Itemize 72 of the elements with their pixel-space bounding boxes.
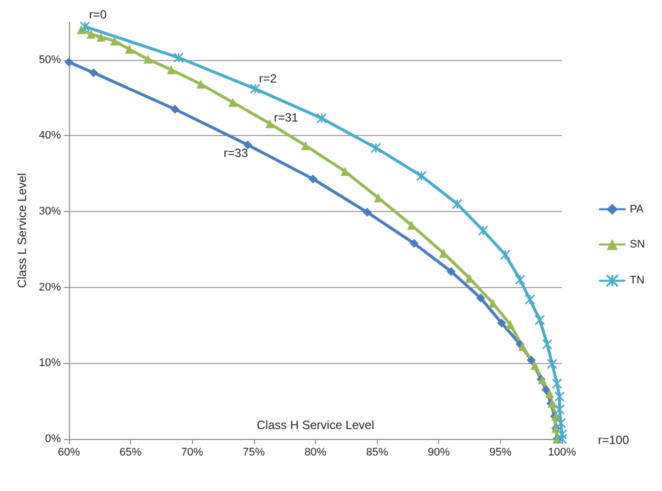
point [265,119,274,128]
annotation: r=31 [274,110,299,125]
point [541,385,550,394]
point [416,170,427,182]
point [488,298,498,308]
y-axis-title: Class L Service Level [15,173,29,288]
point [301,141,310,150]
legend-label: PA [630,203,644,216]
point [124,44,134,54]
x-tick-label: 60% [58,446,80,458]
point [476,293,486,302]
annotation: r=33 [224,146,248,160]
point [452,198,462,210]
point [316,113,327,124]
point [196,80,206,89]
x-tick-label: 75% [242,446,266,458]
x-axis-title: Class H Service Level [256,418,374,432]
point [556,418,566,428]
x-tick-label: 70% [181,446,204,458]
point [556,429,568,440]
annotation: r=0 [88,8,107,22]
point [500,250,511,260]
point [89,68,98,78]
point [228,98,238,107]
x-tick-label: 80% [304,446,327,458]
point [478,225,488,236]
point [514,274,526,286]
legend-label: SN [630,238,646,250]
legend-label: TN [630,274,644,287]
text: r=100 [598,433,630,447]
point [410,238,419,248]
point [96,32,106,42]
point [64,58,74,67]
y-tick-label: 40% [38,130,62,142]
point [518,342,528,351]
point [554,404,565,415]
point [556,434,568,444]
point [530,360,540,370]
y-tick-label: 0% [45,433,62,445]
point [166,65,176,74]
point [143,54,152,64]
x-tick-label: 95% [489,446,512,458]
point [542,338,552,350]
point [173,52,184,63]
point [506,320,515,330]
y-tick-label: 50% [38,54,62,66]
y-tick-label: 30% [38,206,62,218]
point [80,21,90,32]
point [243,140,252,150]
point [526,356,536,365]
annotation: r=2 [259,72,278,86]
point [446,266,456,276]
y-tick-label: 20% [38,281,62,294]
point [308,174,318,184]
point [546,358,558,370]
y-tick-label: 10% [38,357,62,370]
point [250,83,260,94]
x-tick-label: 65% [120,446,142,458]
x-tick-label: 85% [366,446,388,458]
x-tick-label: 100% [548,446,576,458]
point [534,314,546,326]
point [362,208,372,217]
point [86,30,96,39]
point [554,391,565,402]
x-tick-label: 90% [428,446,450,458]
point [170,104,180,114]
point [110,36,120,46]
point [545,389,554,398]
point [370,142,382,154]
point [552,378,562,389]
point [497,318,506,328]
point [524,294,536,305]
